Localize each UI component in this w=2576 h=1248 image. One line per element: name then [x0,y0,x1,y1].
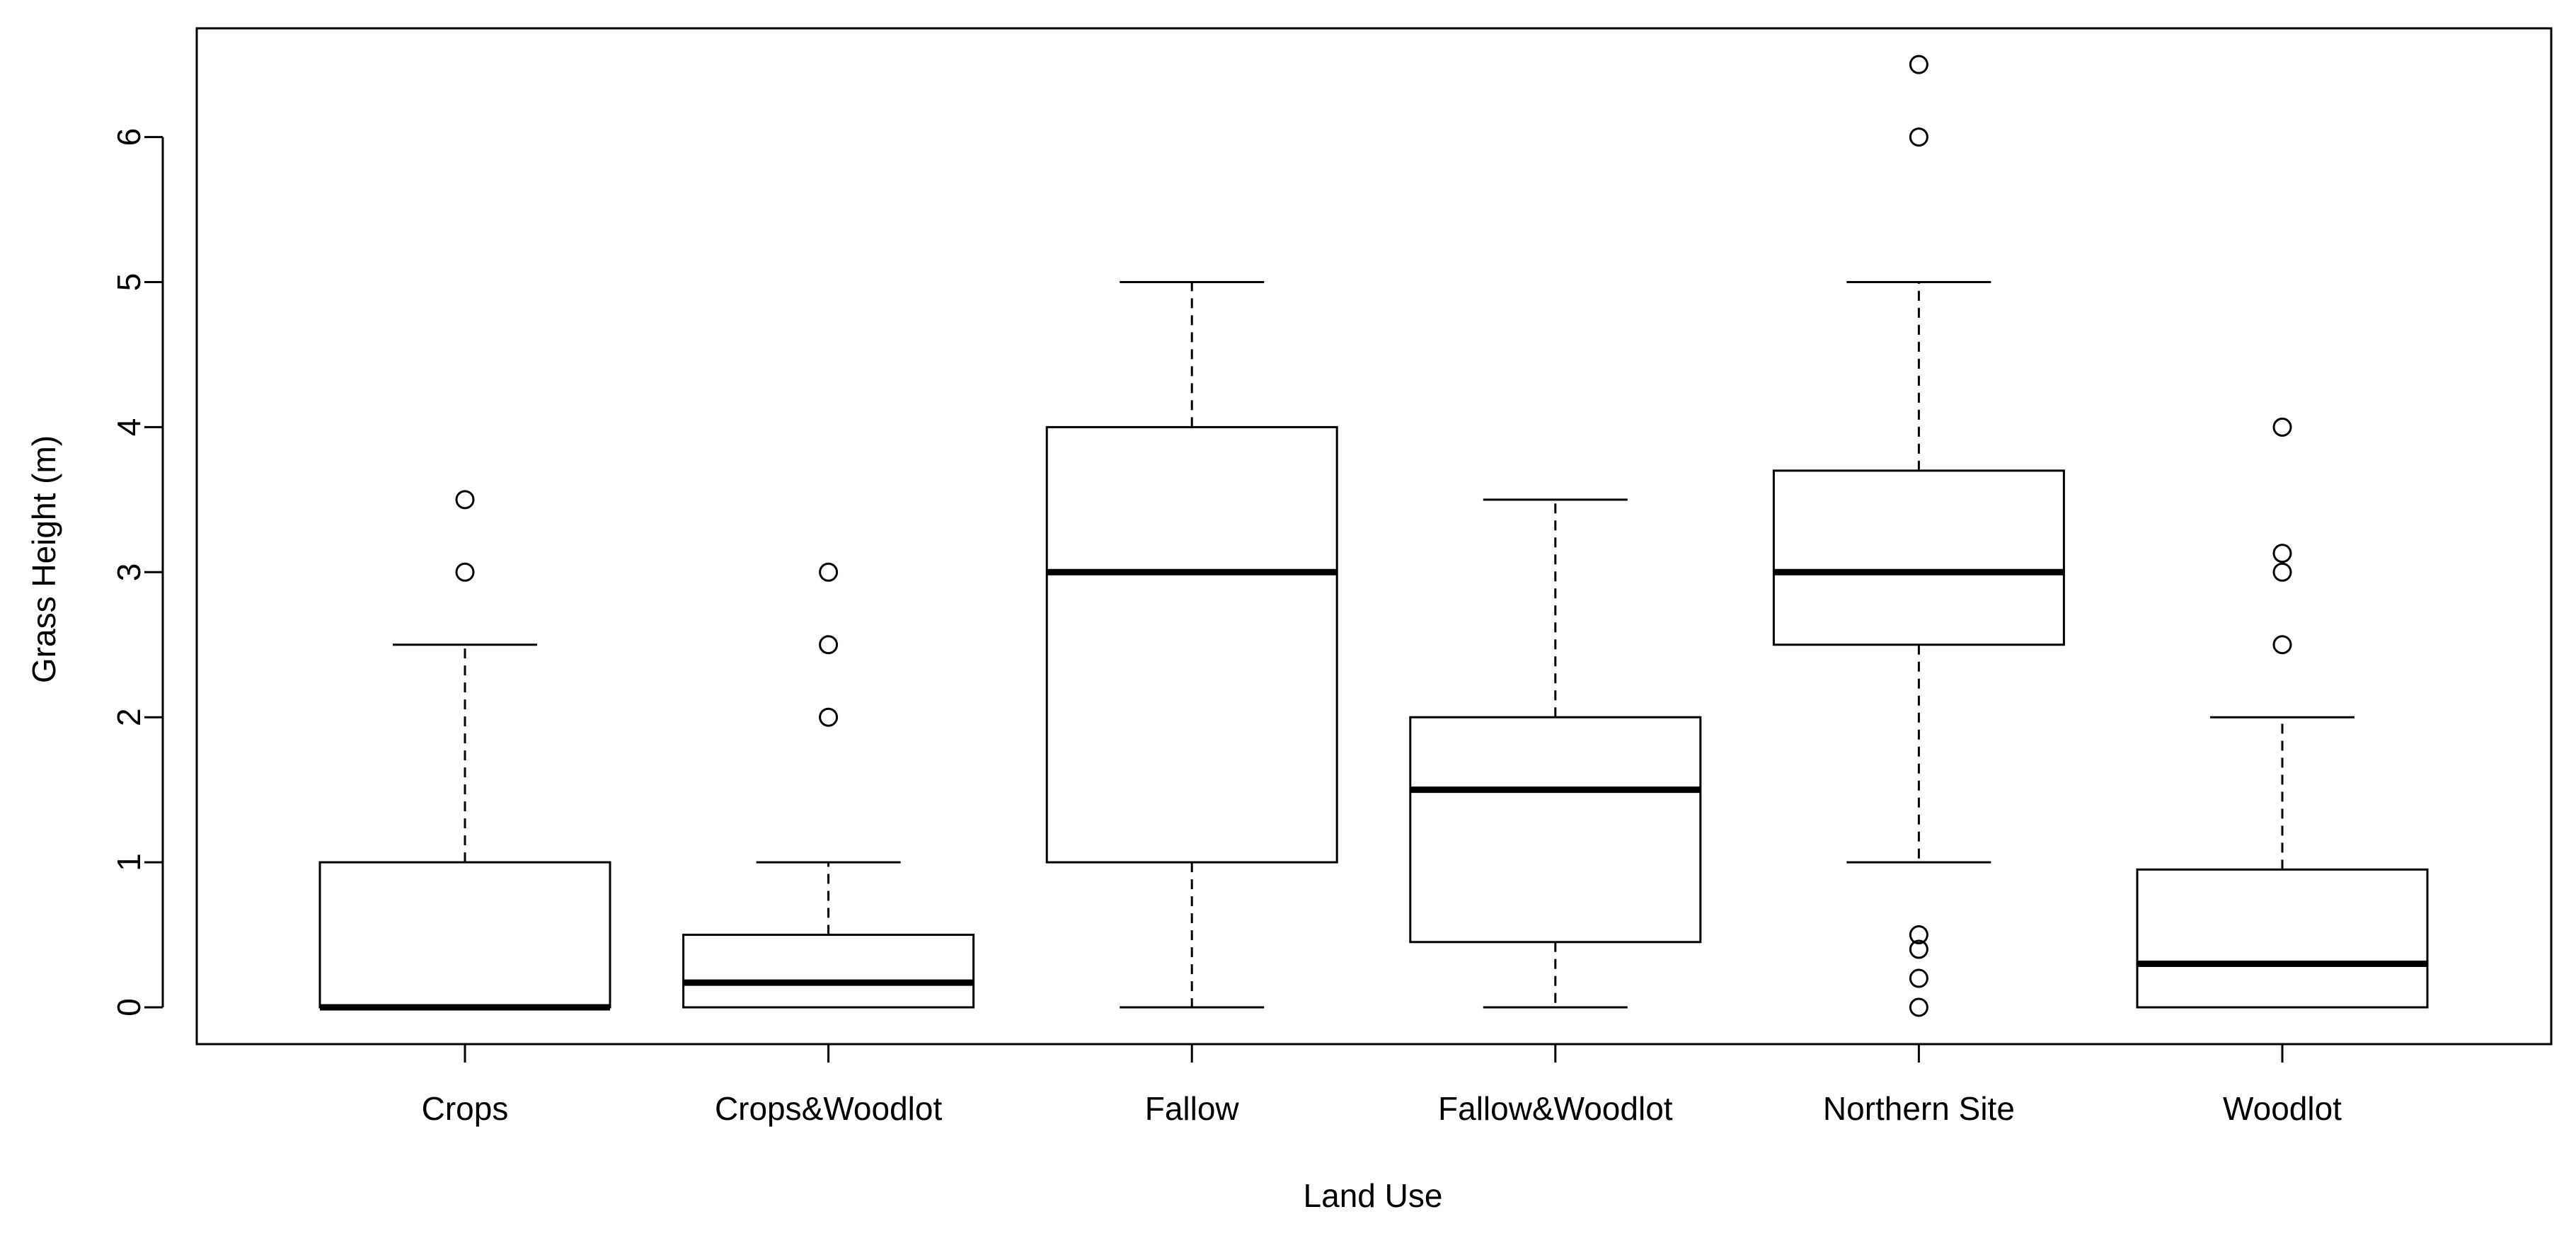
y-tick-label: 6 [110,128,147,147]
x-tick-label: Crops [422,1090,509,1127]
x-tick-label: Fallow [1145,1090,1240,1127]
box-group [1045,281,1338,1009]
outlier-point [819,562,839,582]
outlier-point [2272,544,2292,563]
outlier-point [455,490,475,510]
y-tick-label: 0 [110,998,147,1017]
box-group [1409,498,1702,1009]
boxes-group [318,55,2429,1017]
box-group [682,562,975,1009]
box [1045,425,1338,864]
box-group [1772,55,2065,1017]
outlier-point [1909,968,1928,988]
y-tick-label: 5 [110,273,147,292]
outlier-point [819,635,839,655]
box [1772,469,2065,646]
box [682,934,975,1009]
outlier-point [1909,127,1928,147]
x-tick-label: Northern Site [1823,1090,2015,1127]
outlier-point [1909,939,1928,959]
box [1409,716,1702,944]
y-axis-title: Grass Height (m) [25,435,62,683]
outlier-point [1909,997,1928,1017]
y-tick-label: 1 [110,853,147,871]
box [318,861,611,1009]
x-axis: Crops Crops&Woodlot Fallow Fallow&Woodlot No… [422,1043,2342,1127]
y-tick-label: 2 [110,708,147,726]
outlier-point [819,707,839,727]
outlier-point [455,562,475,582]
x-axis-title: Land Use [1304,1177,1443,1214]
x-tick-label: Fallow&Woodlot [1438,1090,1673,1127]
outlier-point [1909,925,1928,945]
x-tick-label: Woodlot [2223,1090,2342,1127]
y-axis: 0 1 2 3 4 5 6 [110,128,164,1017]
box [2136,868,2429,1009]
box-group [2136,417,2429,1009]
outlier-point [2272,635,2292,655]
outlier-point [1909,55,1928,74]
outlier-point [2272,562,2292,582]
y-tick-label: 3 [110,563,147,582]
y-tick-label: 4 [110,418,147,437]
x-tick-label: Crops&Woodlot [715,1090,943,1127]
outlier-point [2272,417,2292,437]
box-group [318,490,611,1011]
